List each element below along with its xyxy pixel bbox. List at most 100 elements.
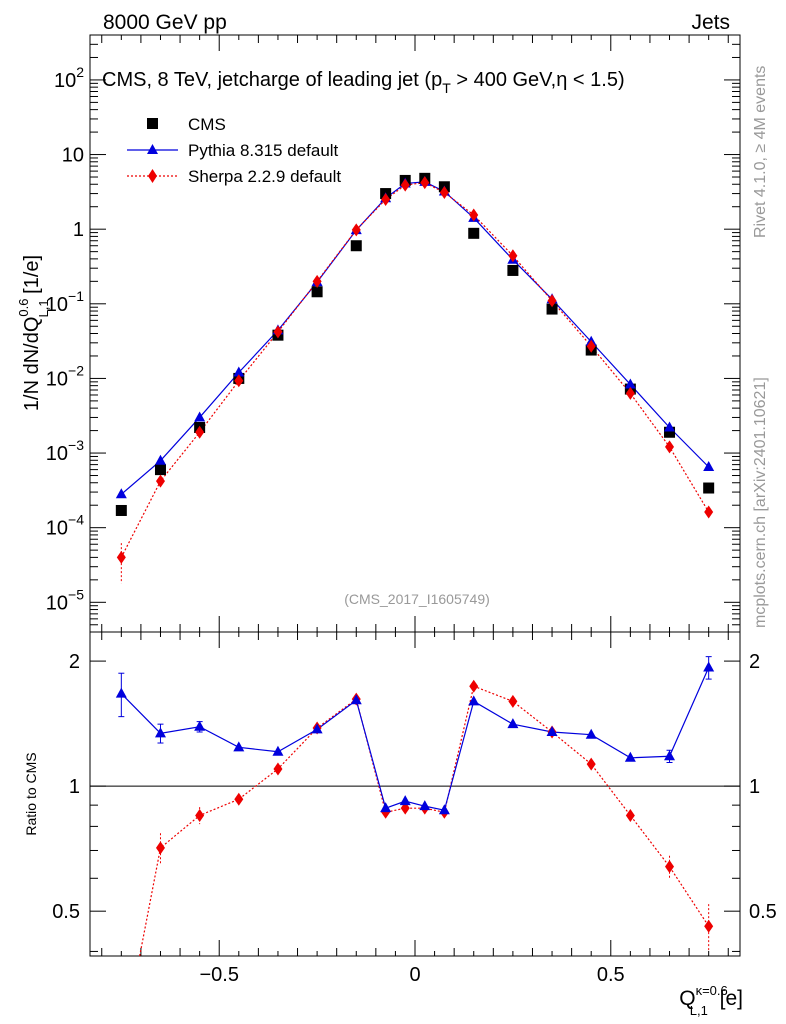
y-tick-label-mantissa: 10	[54, 70, 76, 92]
pythia-point	[194, 411, 206, 422]
x-axis-label: Qκ=0.6 L,1 [e]	[679, 983, 743, 1018]
y-tick-label-exponent: −4	[68, 512, 84, 528]
xlabel-sup: κ=0.6	[696, 983, 728, 998]
y-tick-label: 10−4	[46, 512, 84, 540]
ylabel-sub: L,1	[36, 299, 51, 317]
legend: CMS Pythia 8.315 default Sherpa 2.2.9 de…	[127, 115, 341, 186]
sherpa-point	[665, 860, 675, 874]
pythia-point	[154, 727, 166, 738]
sherpa-point	[155, 841, 165, 855]
y-tick-label: 102	[54, 64, 84, 92]
ratio-sherpa-line	[139, 685, 710, 957]
sherpa-point	[665, 440, 675, 454]
y-tick-label: 10−5	[46, 586, 84, 614]
sherpa-point	[586, 339, 596, 353]
cms-point	[546, 303, 558, 315]
cms-point	[154, 464, 166, 476]
legend-marker-sherpa	[148, 169, 157, 183]
cms-point	[115, 504, 127, 516]
pythia-point	[664, 421, 676, 432]
y-tick-label: 10	[62, 145, 84, 167]
pythia-point	[311, 723, 323, 734]
pythia-point	[468, 695, 480, 706]
ylabel-pre: 1/N dN/dQ	[21, 317, 43, 411]
pythia-point	[664, 750, 676, 761]
header-right: Jets	[691, 11, 730, 34]
xlabel-post: [e]	[714, 987, 743, 1010]
sherpa-point	[508, 694, 518, 708]
y-tick-label-exponent: −1	[68, 288, 84, 304]
cms-point	[664, 426, 676, 438]
pythia-line	[120, 181, 710, 495]
sherpa-point	[195, 808, 205, 822]
sherpa-point	[586, 757, 596, 771]
y-tick-label-exponent: 2	[76, 64, 84, 80]
ratio-y-tick-label-right: 2	[749, 651, 760, 673]
pythia-point	[399, 795, 411, 806]
pythia-point	[507, 718, 519, 729]
plot-title-pre: CMS, 8 TeV, jetcharge of leading jet (p	[102, 69, 442, 91]
sherpa-point	[625, 386, 635, 400]
pythia-point	[624, 378, 636, 389]
sherpa-point	[469, 208, 479, 222]
ratio-y-tick-label-right: 1	[749, 776, 760, 798]
pythia-point	[703, 661, 715, 672]
y-tick-label-mantissa: 10	[46, 443, 68, 465]
plot-title-post: > 400 GeV,η < 1.5)	[451, 69, 625, 91]
sherpa-point	[439, 186, 449, 200]
sherpa-point	[508, 249, 518, 263]
side-label-top: Rivet 4.1.0, ≥ 4M events	[752, 66, 769, 238]
ratio-y-tick-label-left: 2	[69, 651, 80, 673]
watermark: (CMS_2017_I1605749)	[344, 591, 490, 607]
x-tick-label: 0	[409, 964, 420, 986]
sherpa-point	[420, 176, 430, 190]
legend-label-cms: CMS	[188, 115, 226, 134]
sherpa-point	[273, 762, 283, 776]
sherpa-point	[469, 679, 479, 693]
sherpa-point	[704, 919, 714, 933]
pythia-point	[380, 802, 392, 813]
y-tick-label: 10−3	[46, 437, 84, 465]
y-tick-label-exponent: −5	[68, 586, 84, 602]
ratio-series	[115, 656, 715, 957]
cms-point	[311, 286, 323, 298]
ratio-y-label: Ratio to CMS	[23, 752, 39, 835]
y-tick-label-mantissa: 10	[46, 368, 68, 390]
ratio-panel: 2 2 1 1 0.5 0.5 −0.5 0 0.5 Ratio to CMS Qκ=0.6 L…	[23, 631, 777, 1018]
pythia-point	[154, 454, 166, 465]
sherpa-point	[234, 374, 244, 388]
sherpa-point	[704, 505, 714, 519]
sherpa-point	[116, 550, 126, 564]
sherpa-point	[312, 274, 322, 288]
sherpa-point	[547, 294, 557, 308]
pythia-point	[115, 488, 127, 499]
pythia-point	[350, 694, 362, 705]
xlabel-sub: L,1	[690, 1003, 708, 1018]
sherpa-point	[195, 425, 205, 439]
y-tick-label-mantissa: 10	[62, 145, 84, 167]
legend-label-pythia: Pythia 8.315 default	[188, 141, 339, 160]
header-left: 8000 GeV pp	[103, 11, 227, 34]
cms-point	[507, 264, 519, 276]
pythia-point	[115, 687, 127, 698]
pythia-point	[624, 751, 636, 762]
legend-label-sherpa: Sherpa 2.2.9 default	[188, 167, 341, 186]
ratio-x-ticks: −0.5 0 0.5	[101, 632, 729, 986]
xlabel-pre: Q	[679, 987, 695, 1010]
pythia-point	[233, 741, 245, 752]
y-tick-label-exponent: −2	[68, 362, 84, 378]
legend-marker-pythia	[147, 144, 158, 154]
sherpa-point	[155, 474, 165, 488]
x-tick-label: 0.5	[597, 964, 625, 986]
ratio-y-tick-label-left: 0.5	[52, 901, 80, 923]
cms-point	[350, 240, 362, 252]
cms-point	[468, 227, 480, 239]
pythia-point	[272, 745, 284, 756]
pythia-point	[438, 804, 450, 815]
sherpa-line	[120, 182, 710, 558]
y-tick-label: 1	[73, 219, 84, 241]
y-tick-label-mantissa: 10	[46, 294, 68, 316]
